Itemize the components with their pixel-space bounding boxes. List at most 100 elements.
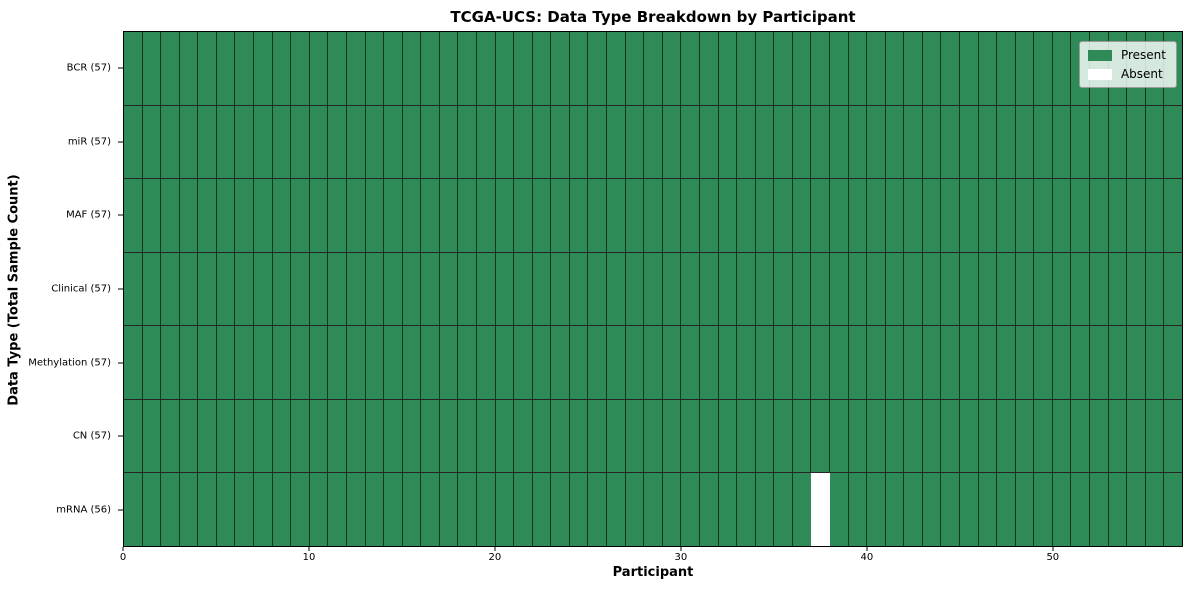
matrix-cell bbox=[1071, 473, 1091, 547]
y-tick-mark bbox=[118, 214, 123, 216]
matrix-cell bbox=[1034, 32, 1053, 105]
matrix-cell bbox=[365, 32, 385, 105]
matrix-cell bbox=[848, 105, 868, 179]
matrix-cell bbox=[551, 179, 570, 252]
matrix-cell bbox=[532, 399, 552, 473]
matrix-cell bbox=[607, 326, 626, 399]
x-tick-label: 20 bbox=[488, 552, 502, 563]
matrix-cell bbox=[588, 326, 608, 399]
matrix-cell bbox=[532, 473, 552, 547]
matrix-cell bbox=[402, 252, 422, 326]
matrix-cell bbox=[811, 473, 830, 547]
matrix-cell bbox=[588, 473, 608, 547]
matrix-cell bbox=[142, 105, 162, 179]
matrix-cell bbox=[829, 32, 849, 105]
matrix-cell bbox=[699, 473, 719, 547]
matrix-cell bbox=[495, 473, 515, 547]
y-tick-label: CN (57) bbox=[72, 430, 111, 442]
matrix-cell bbox=[867, 179, 886, 252]
x-tick-mark bbox=[1052, 547, 1054, 551]
matrix-cell bbox=[904, 179, 923, 252]
matrix-cell bbox=[625, 105, 645, 179]
matrix-row bbox=[124, 399, 1182, 474]
matrix-cell bbox=[848, 473, 868, 547]
matrix-cell bbox=[1145, 252, 1165, 326]
matrix-cell bbox=[161, 105, 180, 179]
matrix-cell bbox=[124, 252, 143, 326]
matrix-cell bbox=[960, 105, 979, 179]
y-tick-label: miR (57) bbox=[67, 136, 111, 148]
matrix-cell bbox=[198, 105, 217, 179]
matrix-cell bbox=[755, 179, 775, 252]
matrix-cell bbox=[291, 105, 310, 179]
matrix-cell bbox=[1108, 473, 1128, 547]
matrix-cell bbox=[1145, 473, 1165, 547]
matrix-cell bbox=[737, 179, 756, 252]
matrix-cell bbox=[551, 252, 570, 326]
matrix-cell bbox=[941, 326, 961, 399]
matrix-cell bbox=[235, 399, 255, 473]
matrix-cell bbox=[402, 473, 422, 547]
matrix-cell bbox=[718, 473, 738, 547]
matrix-cell bbox=[1127, 105, 1146, 179]
matrix-cell bbox=[476, 326, 496, 399]
matrix-cell bbox=[718, 252, 738, 326]
matrix-cell bbox=[328, 473, 347, 547]
matrix-cell bbox=[1164, 252, 1182, 326]
matrix-cell bbox=[142, 326, 162, 399]
matrix-cell bbox=[1108, 399, 1128, 473]
matrix-cell bbox=[1164, 326, 1182, 399]
matrix-cell bbox=[755, 252, 775, 326]
matrix-cell bbox=[1034, 473, 1053, 547]
matrix-cell bbox=[1145, 105, 1165, 179]
matrix-cell bbox=[904, 399, 923, 473]
matrix-cell bbox=[867, 473, 886, 547]
matrix-row bbox=[124, 179, 1182, 253]
x-tick-mark bbox=[494, 547, 496, 551]
matrix-cell bbox=[569, 252, 589, 326]
matrix-cell bbox=[439, 326, 459, 399]
matrix-cell bbox=[365, 252, 385, 326]
matrix-cell bbox=[476, 473, 496, 547]
matrix-cell bbox=[848, 252, 868, 326]
matrix-cell bbox=[569, 32, 589, 105]
matrix-cell bbox=[272, 326, 292, 399]
matrix-row bbox=[124, 105, 1182, 180]
matrix-cell bbox=[384, 399, 403, 473]
matrix-cell bbox=[978, 179, 998, 252]
matrix-cell bbox=[867, 105, 886, 179]
matrix-cell bbox=[532, 32, 552, 105]
matrix-cell bbox=[941, 179, 961, 252]
matrix-cell bbox=[774, 252, 793, 326]
matrix-cell bbox=[216, 326, 236, 399]
matrix-cell bbox=[941, 105, 961, 179]
matrix-cell bbox=[384, 252, 403, 326]
matrix-cell bbox=[885, 252, 905, 326]
matrix-cell bbox=[569, 326, 589, 399]
matrix-cell bbox=[458, 326, 477, 399]
matrix-cell bbox=[439, 399, 459, 473]
matrix-cell bbox=[774, 105, 793, 179]
matrix-cell bbox=[867, 326, 886, 399]
matrix-cell bbox=[514, 32, 533, 105]
matrix-cell bbox=[699, 179, 719, 252]
matrix-cell bbox=[1164, 473, 1182, 547]
matrix-cell bbox=[941, 399, 961, 473]
matrix-cell bbox=[737, 252, 756, 326]
matrix-cell bbox=[1015, 105, 1035, 179]
y-tick-label: Clinical (57) bbox=[51, 283, 111, 295]
matrix-cell bbox=[904, 105, 923, 179]
matrix-cell bbox=[402, 326, 422, 399]
x-tick-mark bbox=[680, 547, 682, 551]
matrix-cell bbox=[1145, 179, 1165, 252]
matrix-cell bbox=[1164, 179, 1182, 252]
matrix-cell bbox=[625, 32, 645, 105]
matrix-cell bbox=[885, 105, 905, 179]
matrix-cell bbox=[346, 32, 366, 105]
matrix-cell bbox=[402, 32, 422, 105]
matrix-cell bbox=[774, 473, 793, 547]
y-tick-label: mRNA (56) bbox=[56, 504, 111, 516]
matrix-cell bbox=[792, 252, 812, 326]
matrix-cell bbox=[681, 32, 700, 105]
